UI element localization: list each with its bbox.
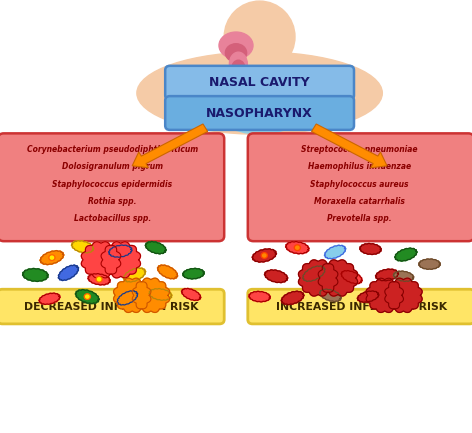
Polygon shape <box>324 245 346 259</box>
Text: Corynebacterium pseudodiphtheriticum: Corynebacterium pseudodiphtheriticum <box>27 145 198 154</box>
Polygon shape <box>376 269 398 281</box>
FancyBboxPatch shape <box>241 48 278 76</box>
Polygon shape <box>181 288 201 301</box>
Text: Prevotella spp.: Prevotella spp. <box>328 214 392 223</box>
FancyArrow shape <box>312 124 387 168</box>
Polygon shape <box>303 266 325 281</box>
Polygon shape <box>23 268 48 281</box>
Text: Dolosigranulum pigrum: Dolosigranulum pigrum <box>62 162 163 171</box>
Polygon shape <box>281 291 304 305</box>
Text: INCREASED INFECTION RISK: INCREASED INFECTION RISK <box>276 301 447 312</box>
Circle shape <box>98 278 101 281</box>
Circle shape <box>96 276 102 282</box>
Polygon shape <box>249 291 270 302</box>
Polygon shape <box>71 241 94 253</box>
Circle shape <box>262 254 266 257</box>
Ellipse shape <box>219 32 253 59</box>
Circle shape <box>86 295 89 298</box>
Circle shape <box>261 252 267 258</box>
Text: Streptococcus pneumoniae: Streptococcus pneumoniae <box>302 145 418 154</box>
Text: NASOPHARYNX: NASOPHARYNX <box>206 107 313 120</box>
Polygon shape <box>419 259 440 269</box>
Ellipse shape <box>229 52 247 76</box>
Polygon shape <box>123 268 146 282</box>
FancyBboxPatch shape <box>248 133 472 241</box>
Polygon shape <box>59 265 78 281</box>
FancyBboxPatch shape <box>248 289 472 324</box>
Polygon shape <box>76 290 99 304</box>
Polygon shape <box>117 291 138 305</box>
Polygon shape <box>88 274 110 285</box>
Circle shape <box>49 255 55 261</box>
Polygon shape <box>132 278 169 313</box>
FancyBboxPatch shape <box>0 289 224 324</box>
Polygon shape <box>298 260 338 296</box>
FancyBboxPatch shape <box>165 66 354 100</box>
Ellipse shape <box>226 44 246 62</box>
Ellipse shape <box>232 60 245 77</box>
Polygon shape <box>264 270 288 283</box>
Polygon shape <box>149 288 172 301</box>
FancyBboxPatch shape <box>0 133 224 241</box>
Polygon shape <box>101 242 141 278</box>
Text: Rothia spp.: Rothia spp. <box>88 197 136 206</box>
Polygon shape <box>395 248 417 261</box>
Ellipse shape <box>224 1 295 72</box>
Polygon shape <box>114 278 151 313</box>
Polygon shape <box>360 243 381 255</box>
Text: Lactobacillus spp.: Lactobacillus spp. <box>74 214 151 223</box>
Ellipse shape <box>208 67 312 134</box>
Text: Moraxella catarrhalis: Moraxella catarrhalis <box>314 197 405 206</box>
Text: Staphylococcus epidermidis: Staphylococcus epidermidis <box>52 180 172 188</box>
Text: NASAL CAVITY: NASAL CAVITY <box>209 76 310 89</box>
Ellipse shape <box>137 52 382 134</box>
Circle shape <box>295 245 300 250</box>
Text: Haemophilus influenzae: Haemophilus influenzae <box>308 162 411 171</box>
Text: DECREASED INFECTION RISK: DECREASED INFECTION RISK <box>24 301 198 312</box>
Polygon shape <box>320 289 341 301</box>
Polygon shape <box>158 265 177 279</box>
Polygon shape <box>252 249 277 262</box>
Polygon shape <box>145 242 166 254</box>
Polygon shape <box>341 271 362 284</box>
Circle shape <box>84 294 91 300</box>
Text: Staphylococcus aureus: Staphylococcus aureus <box>311 180 409 188</box>
FancyBboxPatch shape <box>165 96 354 130</box>
Polygon shape <box>40 251 64 265</box>
Polygon shape <box>366 278 404 313</box>
Polygon shape <box>318 260 358 296</box>
Polygon shape <box>109 245 132 257</box>
Polygon shape <box>183 268 204 279</box>
Polygon shape <box>81 242 121 278</box>
Polygon shape <box>393 271 414 281</box>
Polygon shape <box>39 293 60 304</box>
Polygon shape <box>286 242 309 254</box>
Polygon shape <box>385 278 422 313</box>
Polygon shape <box>357 291 379 302</box>
Circle shape <box>295 246 299 249</box>
Circle shape <box>51 256 54 259</box>
FancyArrow shape <box>132 124 208 168</box>
